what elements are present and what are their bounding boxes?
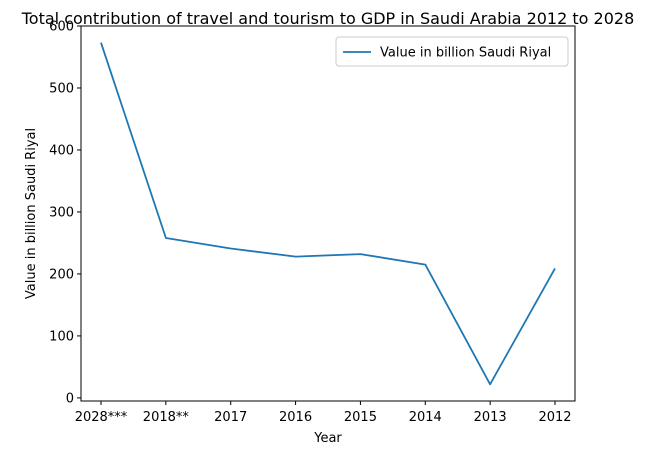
- x-tick-label: 2014: [409, 410, 442, 425]
- chart-title: Total contribution of travel and tourism…: [21, 9, 635, 28]
- series-layer: [100, 42, 556, 386]
- x-tick-label: 2015: [344, 410, 377, 425]
- legend-label: Value in billion Saudi Riyal: [380, 46, 551, 61]
- x-tick-label: 2013: [474, 410, 507, 425]
- y-axis-ticks: 0 100 200 300 400 500 600: [49, 20, 81, 406]
- y-tick-label: 600: [49, 20, 74, 35]
- plot-area-frame: [80, 25, 576, 402]
- y-tick-label: 0: [66, 391, 74, 406]
- y-tick-label: 200: [49, 267, 74, 282]
- x-tick-label: 2018**: [143, 410, 190, 425]
- y-tick-label: 300: [49, 205, 74, 220]
- y-tick-label: 400: [49, 143, 74, 158]
- legend-box: [335, 36, 569, 67]
- y-tick-label: 100: [49, 329, 74, 344]
- x-tick-label: 2017: [214, 410, 247, 425]
- x-axis-ticks: 2028*** 2018** 2017 2016 2015 2014 2013 2012: [75, 401, 572, 425]
- legend: Value in billion Saudi Riyal: [335, 36, 569, 67]
- y-tick-label: 500: [49, 81, 74, 96]
- x-tick-label: 2016: [279, 410, 312, 425]
- series-line: [100, 42, 556, 386]
- x-tick-label: 2012: [538, 410, 571, 425]
- x-tick-label: 2028***: [75, 410, 128, 425]
- x-axis-title: Year: [313, 431, 342, 446]
- y-axis-title: Value in billion Saudi Riyal: [24, 128, 39, 299]
